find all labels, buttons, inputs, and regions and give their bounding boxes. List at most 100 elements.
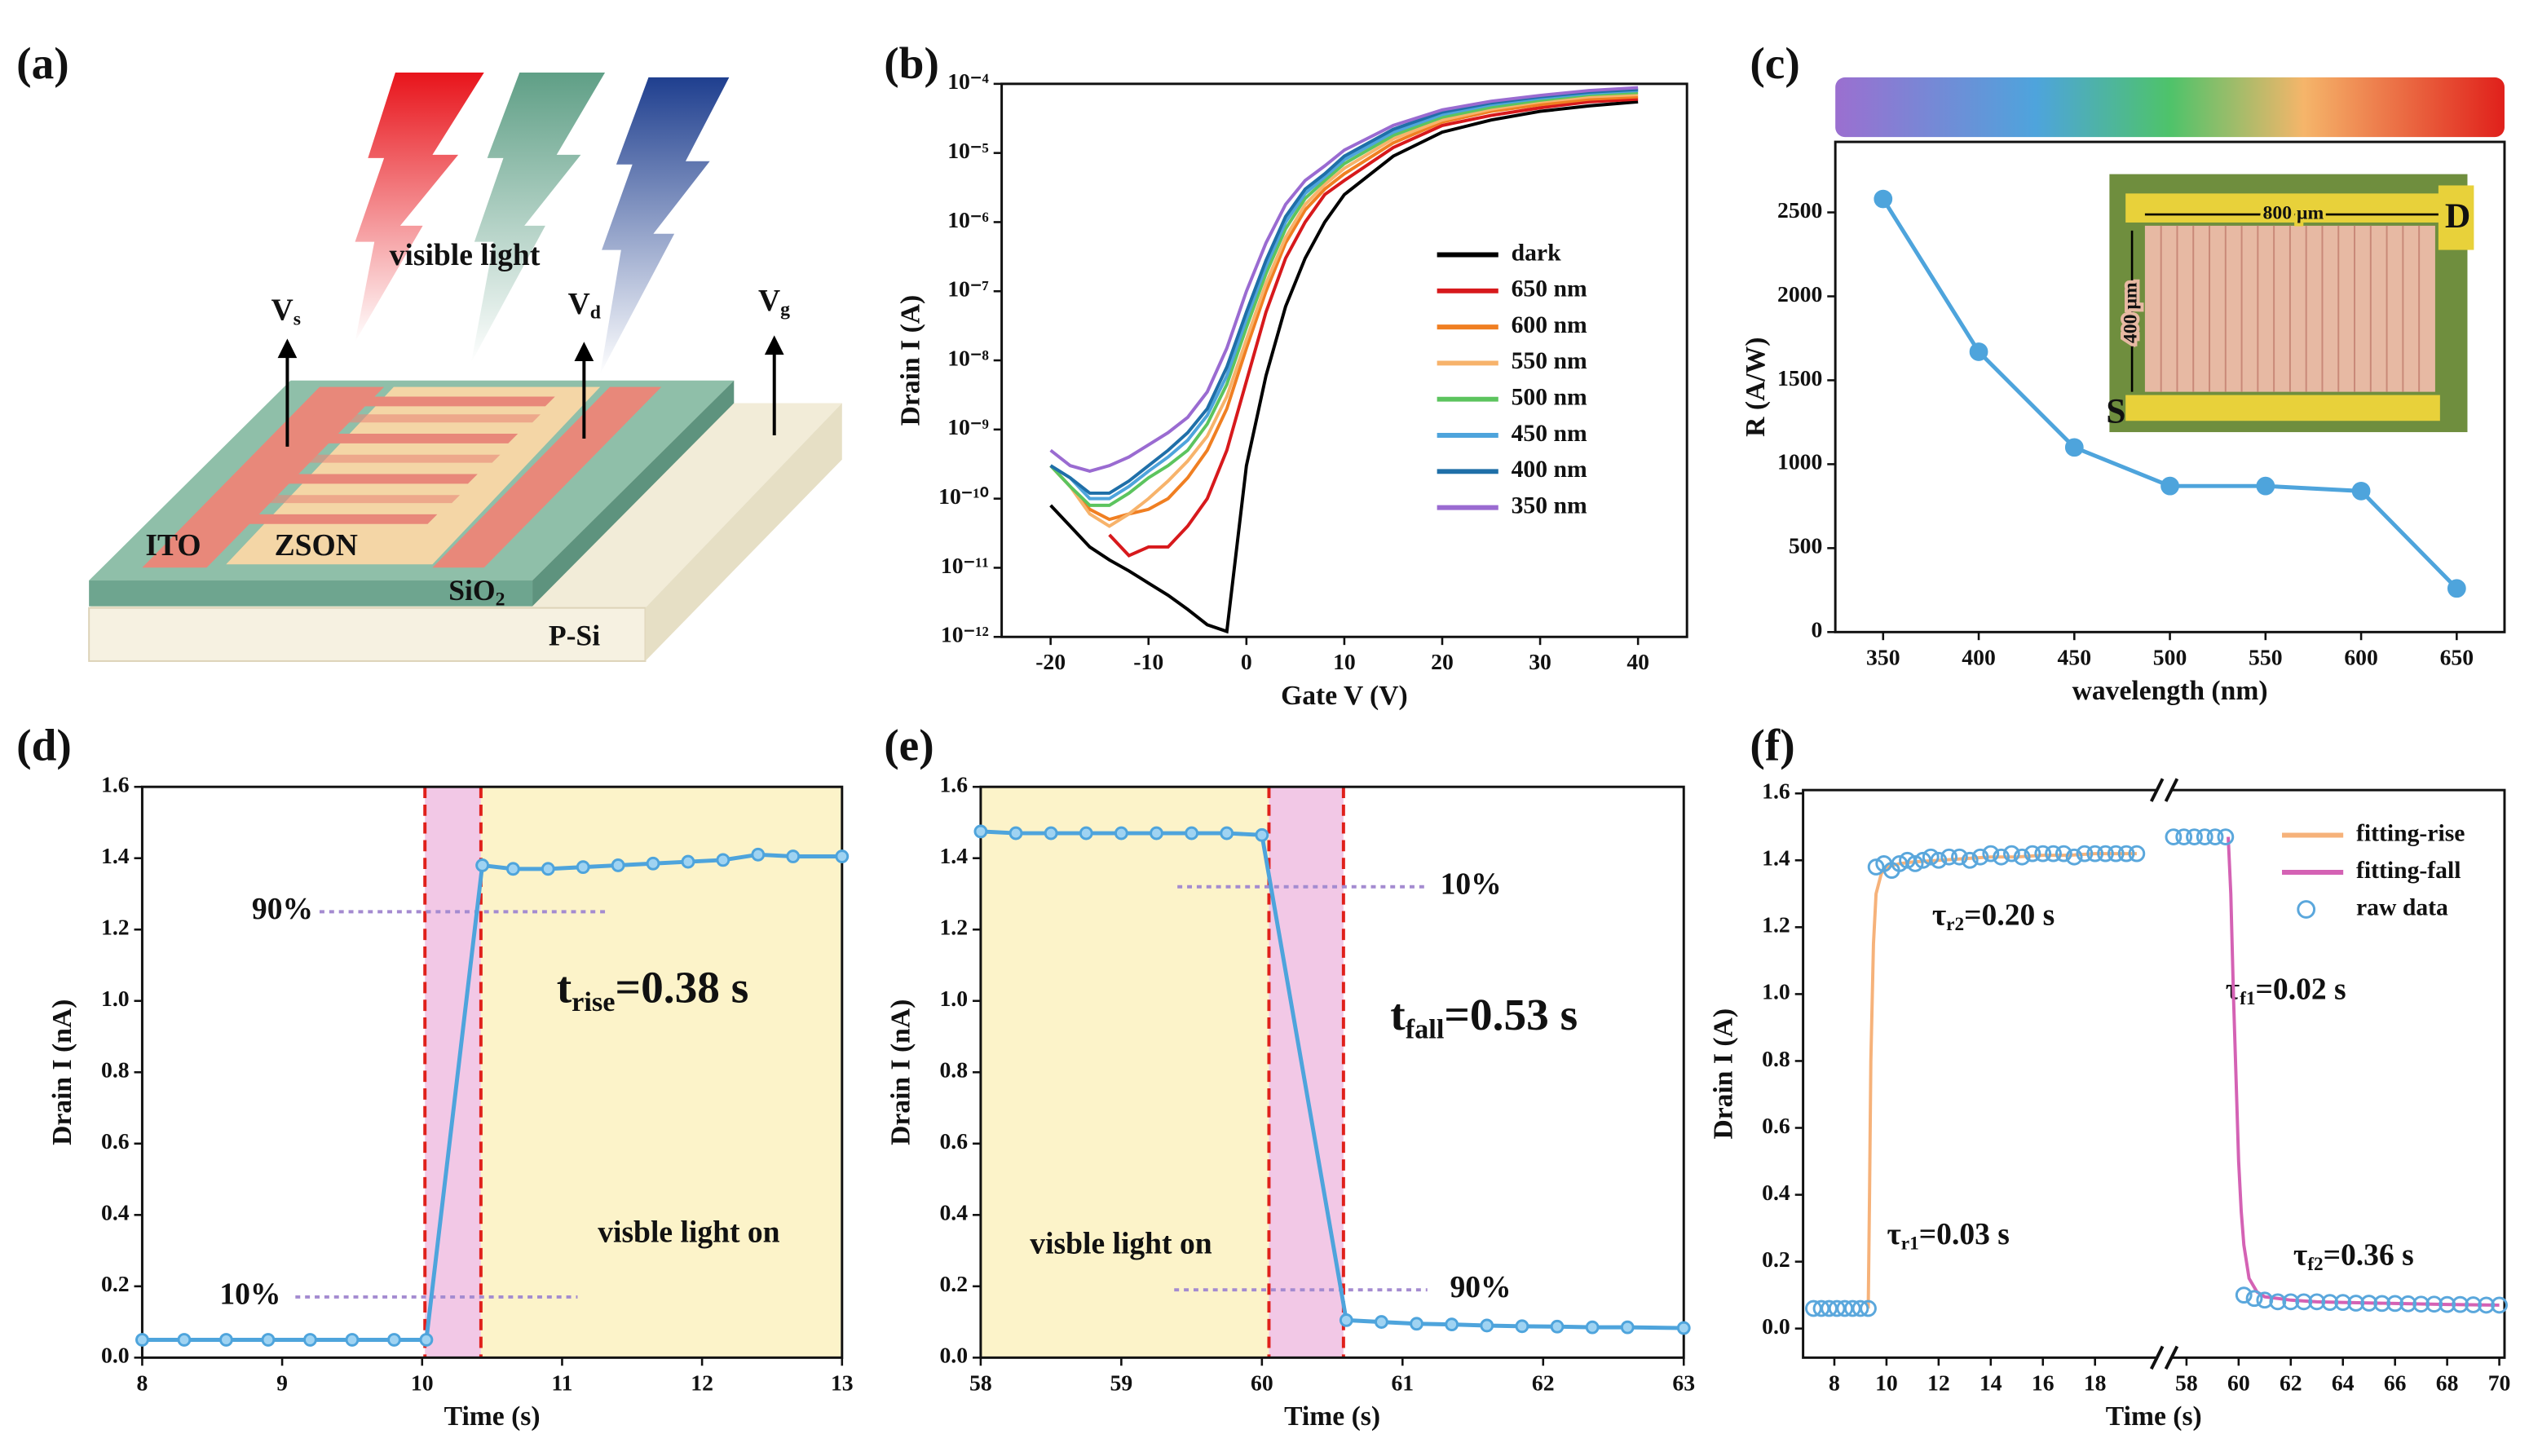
y-tick-label: 0.4 bbox=[1762, 1180, 1790, 1205]
x-tick-label: 66 bbox=[2384, 1370, 2407, 1395]
data-point bbox=[261, 1333, 276, 1347]
data-point bbox=[2334, 1294, 2352, 1312]
data-point bbox=[2175, 828, 2193, 845]
y-tick-label: 1.2 bbox=[101, 915, 130, 940]
data-point bbox=[2295, 1293, 2313, 1311]
axis-break bbox=[2164, 778, 2179, 802]
y-tick-label: 10⁻¹⁰ bbox=[938, 483, 989, 509]
label-sub: d bbox=[590, 302, 601, 324]
p-si-front bbox=[88, 607, 647, 662]
data-point bbox=[419, 1333, 434, 1347]
data-line bbox=[1049, 87, 1639, 495]
y-tick-label: 0.2 bbox=[939, 1271, 968, 1296]
x-tick-label: 0 bbox=[1241, 649, 1252, 674]
height-label: 400 μm bbox=[2121, 282, 2142, 343]
y-tick-label: 0.8 bbox=[101, 1057, 130, 1083]
level-label: 90% bbox=[1450, 1271, 1511, 1304]
y-tick-label: 1.2 bbox=[1762, 912, 1790, 938]
text-sub: rise bbox=[572, 986, 615, 1017]
y-axis-label: Drain I (nA) bbox=[886, 999, 916, 1145]
ito-label: ITO bbox=[145, 529, 201, 563]
data-point bbox=[2013, 848, 2031, 866]
data-point bbox=[716, 853, 730, 867]
label-main: V bbox=[568, 287, 590, 320]
data-line bbox=[1049, 86, 1639, 473]
data-point bbox=[1220, 826, 1234, 841]
x-tick-label: 14 bbox=[1980, 1370, 2002, 1395]
time-constant-label: trise=0.38 s bbox=[557, 962, 749, 1017]
legend-label: 600 nm bbox=[1512, 312, 1587, 338]
text-main: τ bbox=[1932, 898, 1946, 932]
data-point bbox=[2003, 845, 2020, 863]
tau-label: τr2=0.20 s bbox=[1932, 898, 2055, 935]
y-tick-label: 0.6 bbox=[101, 1128, 130, 1154]
y-tick-label: 1.2 bbox=[939, 915, 968, 940]
x-tick-label: 650 bbox=[2440, 644, 2474, 669]
text-rest: =0.36 s bbox=[2324, 1238, 2414, 1272]
data-point bbox=[2256, 1291, 2274, 1309]
data-point bbox=[1515, 1319, 1529, 1334]
data-line bbox=[1049, 90, 1639, 507]
data-point bbox=[1585, 1320, 1600, 1335]
panel-label: (a) bbox=[16, 38, 69, 88]
data-point bbox=[2086, 845, 2104, 863]
data-point bbox=[2245, 1290, 2263, 1308]
sio2-side bbox=[532, 380, 735, 607]
data-point bbox=[611, 858, 625, 872]
legend-label: fitting-fall bbox=[2356, 858, 2461, 884]
data-point bbox=[835, 849, 850, 863]
y-tick-label: 1.0 bbox=[101, 986, 130, 1011]
data-point bbox=[2351, 481, 2371, 501]
light-label: visible light bbox=[390, 239, 541, 272]
data-point bbox=[2117, 845, 2135, 863]
data-line bbox=[2227, 836, 2500, 1307]
data-point bbox=[1445, 1317, 1459, 1332]
data-point bbox=[1044, 826, 1058, 841]
x-tick-label: 64 bbox=[2332, 1370, 2355, 1395]
y-tick-label: 0.0 bbox=[101, 1343, 130, 1368]
text-main: τ bbox=[2293, 1238, 2307, 1272]
data-point bbox=[2097, 845, 2114, 863]
data-point bbox=[1339, 1313, 1353, 1327]
y-tick-label: 0.8 bbox=[1762, 1046, 1790, 1071]
y-tick-label: 10⁻⁹ bbox=[947, 414, 989, 439]
y-tick-label: 1000 bbox=[1777, 449, 1822, 474]
data-point bbox=[2045, 845, 2062, 863]
legend-label: 500 nm bbox=[1512, 385, 1587, 411]
axis-break-gap bbox=[2157, 1352, 2171, 1363]
legend-label: 650 nm bbox=[1512, 276, 1587, 302]
data-point bbox=[1951, 848, 1968, 866]
x-tick-label: 60 bbox=[2227, 1370, 2250, 1395]
shaded-region bbox=[480, 787, 842, 1358]
shaded-region bbox=[980, 787, 1269, 1358]
x-axis-label: Time (s) bbox=[2106, 1401, 2202, 1432]
data-point bbox=[2107, 845, 2125, 863]
source-label: Vs bbox=[271, 293, 301, 330]
text-sub: f2 bbox=[2307, 1255, 2323, 1276]
x-tick-label: 68 bbox=[2436, 1370, 2459, 1395]
x-tick-label: 40 bbox=[1626, 649, 1649, 674]
y-tick-label: 10⁻⁷ bbox=[947, 276, 989, 302]
legend-swatch bbox=[2297, 900, 2316, 919]
data-point bbox=[2308, 1293, 2326, 1311]
x-tick-label: 62 bbox=[1532, 1370, 1555, 1395]
x-tick-label: 350 bbox=[1866, 644, 1900, 669]
y-tick-label: 2500 bbox=[1777, 197, 1822, 223]
axis-break-gap bbox=[2157, 785, 2171, 796]
x-tick-label: 61 bbox=[1391, 1370, 1414, 1395]
legend-label: dark bbox=[1512, 240, 1561, 266]
data-point bbox=[1150, 826, 1163, 841]
data-point bbox=[1185, 826, 1199, 841]
light-note: visble light on bbox=[1030, 1228, 1212, 1261]
data-point bbox=[541, 862, 555, 876]
data-point bbox=[219, 1333, 233, 1347]
data-point bbox=[2076, 845, 2094, 863]
x-tick-label: 60 bbox=[1251, 1370, 1273, 1395]
x-tick-label: 20 bbox=[1431, 649, 1454, 674]
sio2-front bbox=[89, 580, 533, 607]
finger-lines bbox=[2160, 225, 2421, 392]
legend-label: raw data bbox=[2356, 894, 2448, 920]
x-tick-label: 58 bbox=[2175, 1370, 2198, 1395]
data-point bbox=[2256, 476, 2275, 496]
data-point bbox=[751, 847, 766, 862]
